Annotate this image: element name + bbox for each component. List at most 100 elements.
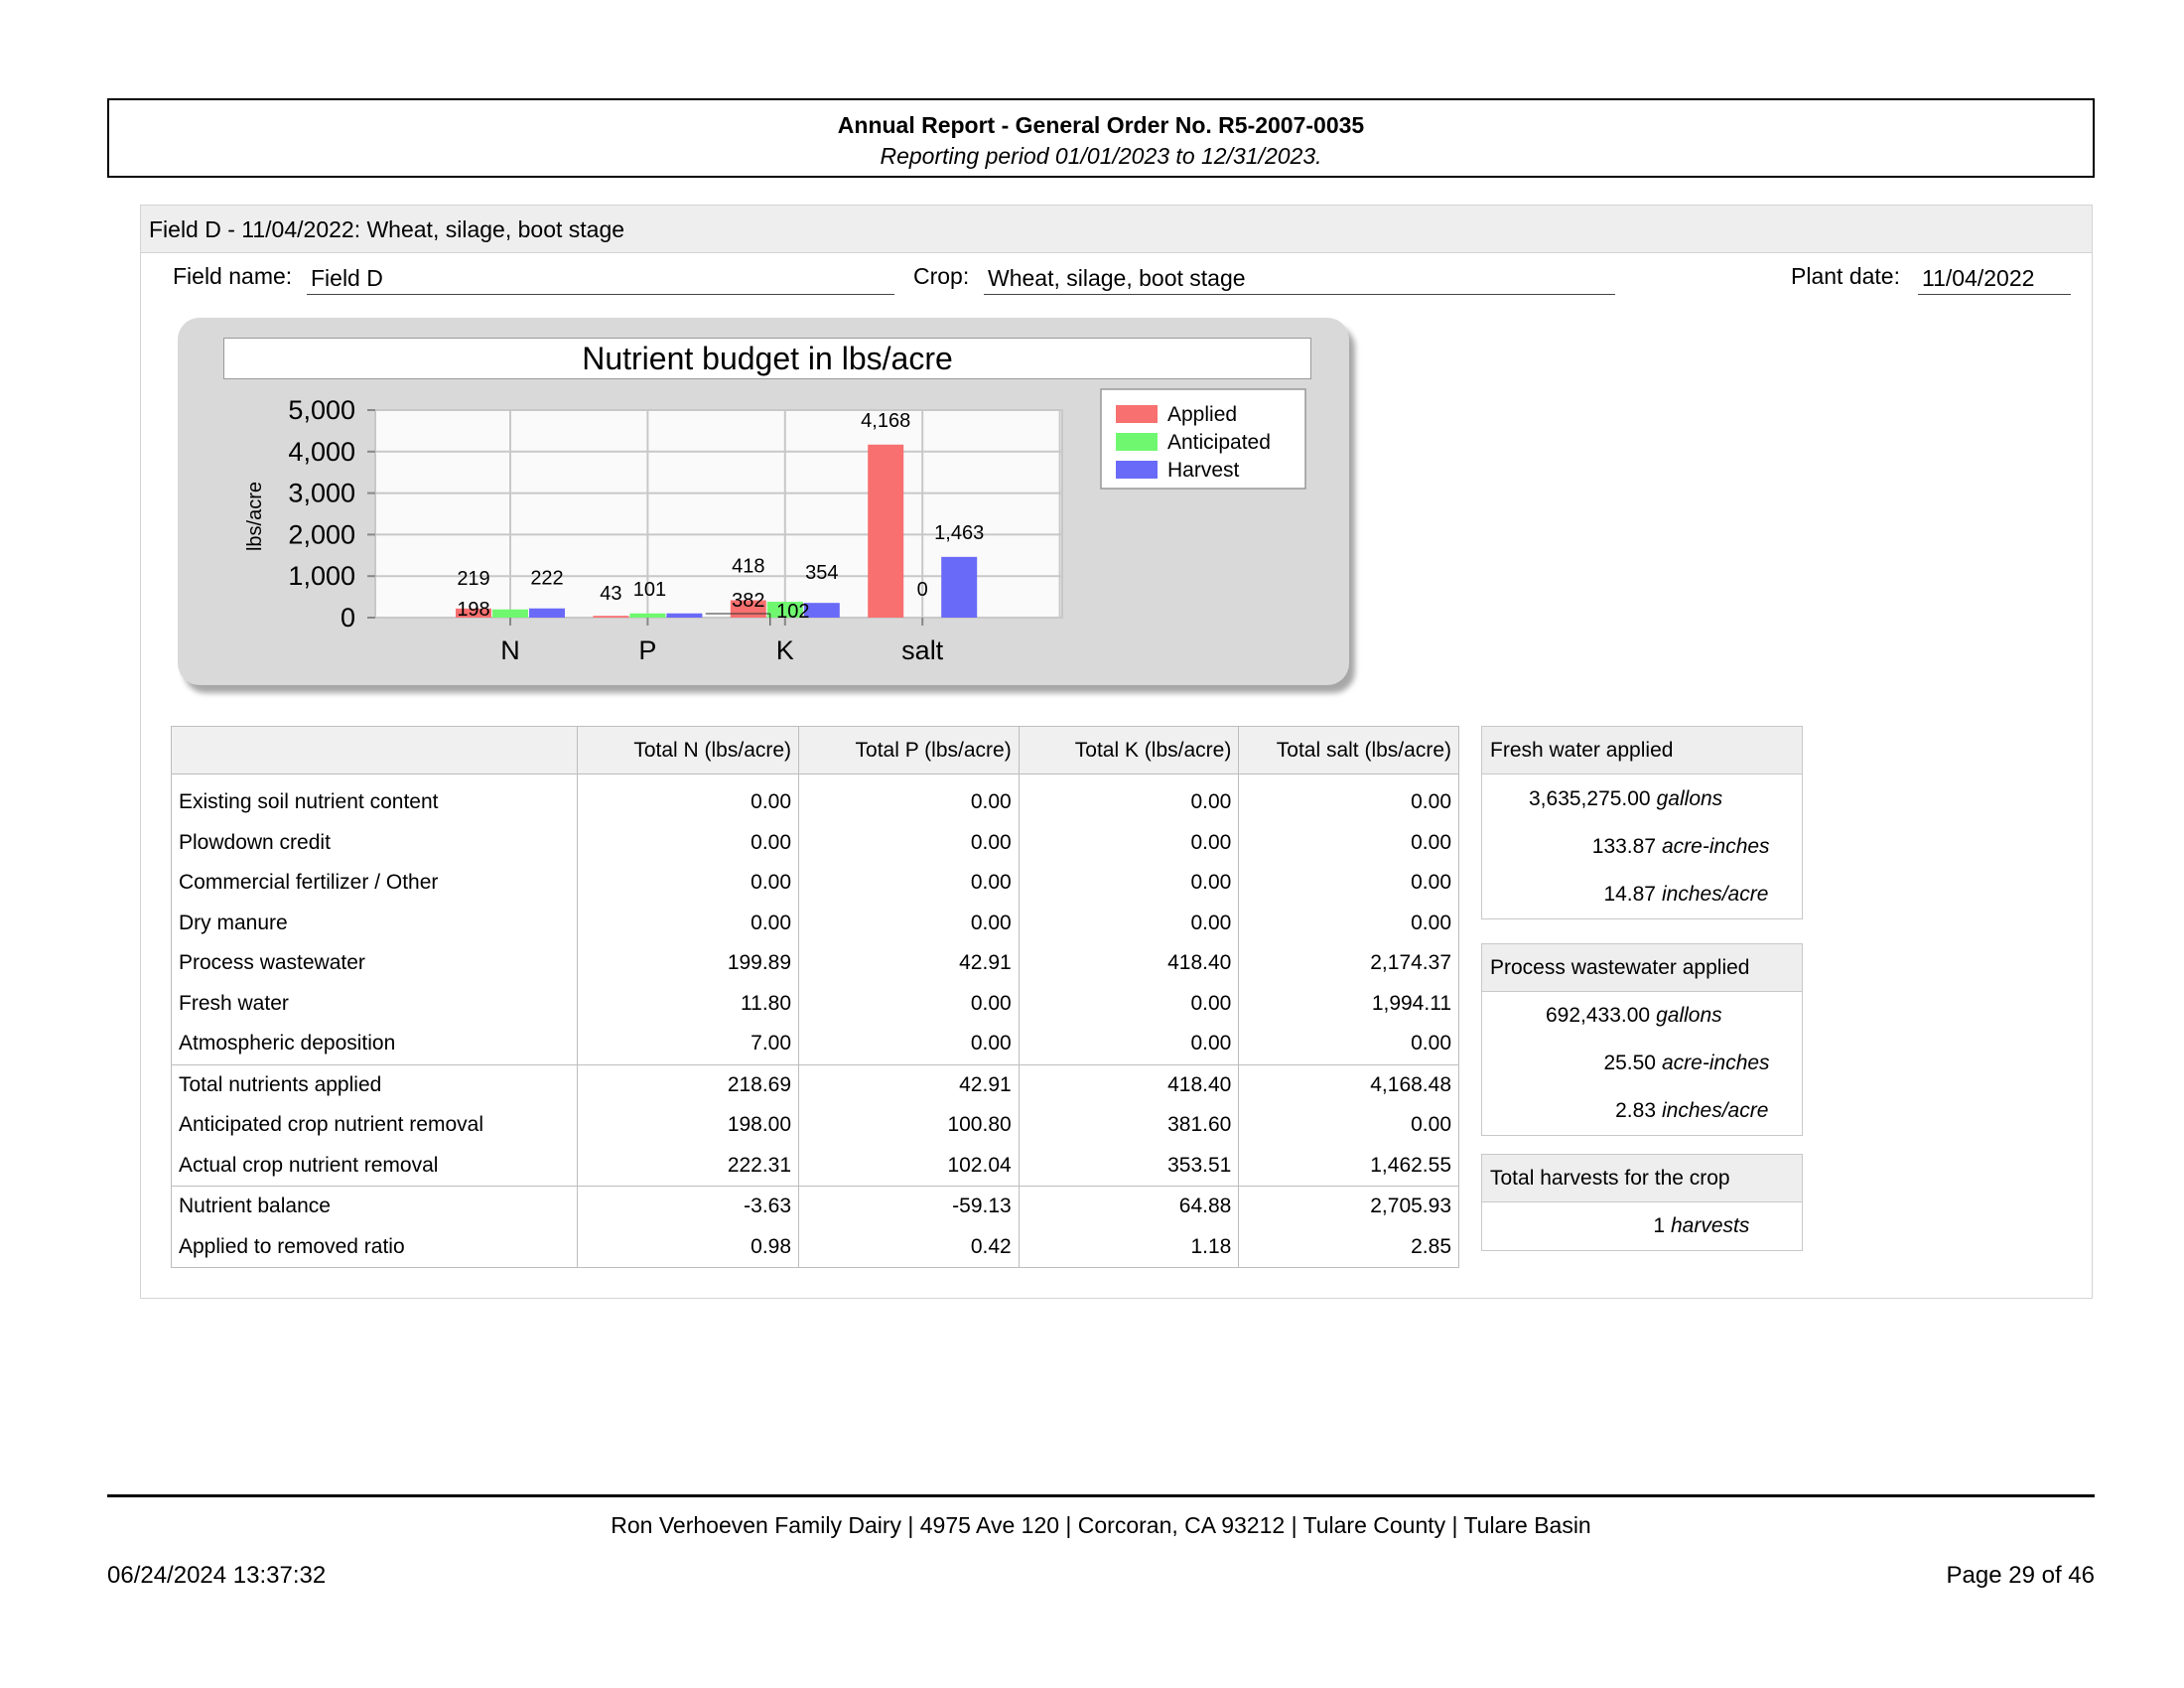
cell-value: 0.00 <box>1238 774 1459 823</box>
table-row: Commercial fertilizer / Other 0.00 0.00 0.0… <box>172 863 1459 904</box>
bar-harvest <box>529 608 565 618</box>
table-row: Applied to removed ratio 0.98 0.42 1.18 2.85 <box>172 1226 1459 1268</box>
table-row: Fresh water 11.80 0.00 0.00 1,994.11 <box>172 983 1459 1024</box>
row-label: Anticipated crop nutrient removal <box>179 1113 483 1137</box>
crop-value: Wheat, silage, boot stage <box>984 265 1615 295</box>
row-label: Process wastewater <box>179 951 365 975</box>
data-label: 1,463 <box>934 522 984 544</box>
x-tick-label: K <box>776 635 794 665</box>
column-header: Total P (lbs/acre) <box>798 726 1020 774</box>
cell-value: -59.13 <box>798 1186 1020 1227</box>
nutrient-table: Total N (lbs/acre) Total P (lbs/acre) Tota… <box>171 726 1459 1268</box>
wastewater-gallons: 692,433.00 gallons <box>1546 1004 1722 1027</box>
cell-value: -3.63 <box>576 1186 799 1227</box>
report-header: Annual Report - General Order No. R5-200… <box>107 98 2095 178</box>
data-label: 0 <box>917 579 928 601</box>
field-name-value: Field D <box>307 265 894 295</box>
footer-divider <box>107 1494 2095 1497</box>
cell-value: 222.31 <box>576 1145 799 1187</box>
cell-value: 199.89 <box>576 943 799 984</box>
cell-value: 418.40 <box>1018 1063 1239 1105</box>
data-label: 222 <box>530 568 563 590</box>
cell-value: 0.00 <box>1018 983 1239 1024</box>
cell-value: 0.00 <box>1018 822 1239 863</box>
cell-value: 0.00 <box>1018 863 1239 904</box>
column-header: Total K (lbs/acre) <box>1018 726 1239 774</box>
bar-applied <box>456 608 491 618</box>
cell-value: 2,174.37 <box>1238 943 1459 984</box>
row-label: Commercial fertilizer / Other <box>179 871 439 895</box>
table-row: Plowdown credit 0.00 0.00 0.00 0.00 <box>172 822 1459 863</box>
cell-value: 198.00 <box>576 1105 799 1146</box>
cell-value: 0.98 <box>576 1226 799 1268</box>
cell-value: 0.00 <box>798 1024 1020 1064</box>
cell-value: 1,462.55 <box>1238 1145 1459 1187</box>
bar-harvest <box>803 603 840 618</box>
cell-value: 0.00 <box>1238 1105 1459 1146</box>
cell-value: 0.00 <box>798 822 1020 863</box>
cell-value: 4,168.48 <box>1238 1063 1459 1105</box>
row-label: Actual crop nutrient removal <box>179 1153 439 1177</box>
column-header: Total salt (lbs/acre) <box>1238 726 1459 774</box>
cell-value: 11.80 <box>576 983 799 1024</box>
data-label: 198 <box>457 599 489 621</box>
cell-value: 1.18 <box>1018 1226 1239 1268</box>
harvests-count: 1 harvests <box>1653 1214 1750 1237</box>
fresh-water-title: Fresh water applied <box>1482 727 1802 774</box>
table-row: Process wastewater 199.89 42.91 418.40 2,174… <box>172 943 1459 984</box>
bar-anticipated <box>492 609 528 618</box>
legend-label-harvest: Harvest <box>1167 459 1240 482</box>
cell-value: 0.00 <box>798 774 1020 823</box>
cell-value: 1,994.11 <box>1238 983 1459 1024</box>
cell-value: 42.91 <box>798 1063 1020 1105</box>
data-label: 219 <box>457 568 489 590</box>
column-header: Total N (lbs/acre) <box>576 726 799 774</box>
cell-value: 102.04 <box>798 1145 1020 1187</box>
table-row: Total nutrients applied 218.69 42.91 418.40… <box>171 1063 1459 1105</box>
cell-value: 42.91 <box>798 943 1020 984</box>
legend-swatch-anticipated <box>1116 433 1158 451</box>
y-tick-label: 4,000 <box>288 437 355 467</box>
data-label: 382 <box>732 590 764 612</box>
fresh-water-inches-per-acre: 14.87 inches/acre <box>1603 883 1769 906</box>
process-wastewater-title: Process wastewater applied <box>1482 944 1802 992</box>
cell-value: 7.00 <box>576 1024 799 1064</box>
footer-page-number: Page 29 of 46 <box>1946 1562 2095 1589</box>
process-wastewater-box: Process wastewater applied 692,433.00 gal… <box>1481 943 1803 1136</box>
cell-value: 418.40 <box>1018 943 1239 984</box>
cell-value: 0.00 <box>576 822 799 863</box>
harvests-title: Total harvests for the crop <box>1482 1155 1802 1202</box>
table-row: Nutrient balance -3.63 -59.13 64.88 2,705.93 <box>171 1186 1459 1227</box>
plant-date-label: Plant date: <box>1791 263 1900 289</box>
bar-harvest <box>941 556 978 618</box>
data-label: 354 <box>805 562 838 584</box>
legend-label-applied: Applied <box>1167 403 1237 426</box>
legend-swatch-applied <box>1116 405 1158 423</box>
cell-value: 0.00 <box>576 774 799 823</box>
cell-value: 100.80 <box>798 1105 1020 1146</box>
x-tick-label: salt <box>901 635 944 665</box>
bar-applied <box>593 616 629 618</box>
chart-title: Nutrient budget in lbs/acre <box>223 338 1311 379</box>
x-tick-label: P <box>638 635 656 665</box>
y-axis-label: lbs/acre <box>244 482 266 551</box>
bar-applied <box>868 444 904 618</box>
cell-value: 0.00 <box>1238 822 1459 863</box>
cell-value: 0.42 <box>798 1226 1020 1268</box>
row-label: Dry manure <box>179 911 288 934</box>
reporting-period: Reporting period 01/01/2023 to 12/31/202… <box>880 143 1322 169</box>
wastewater-acre-inches: 25.50 acre-inches <box>1603 1052 1770 1074</box>
plant-date-value: 11/04/2022 <box>1918 265 2071 295</box>
cell-value: 0.00 <box>576 863 799 904</box>
data-label: 4,168 <box>861 410 910 432</box>
legend-label-anticipated: Anticipated <box>1167 431 1271 454</box>
data-label: 43 <box>600 583 621 605</box>
row-label: Total nutrients applied <box>171 1063 578 1105</box>
header-blank <box>171 726 578 774</box>
row-label: Nutrient balance <box>171 1186 578 1227</box>
fresh-water-box: Fresh water applied 3,635,275.00 gallons … <box>1481 726 1803 919</box>
fresh-water-gallons: 3,635,275.00 gallons <box>1529 787 1723 810</box>
wastewater-inches-per-acre: 2.83 inches/acre <box>1615 1099 1769 1122</box>
field-heading: Field D - 11/04/2022: Wheat, silage, boo… <box>141 206 2092 253</box>
